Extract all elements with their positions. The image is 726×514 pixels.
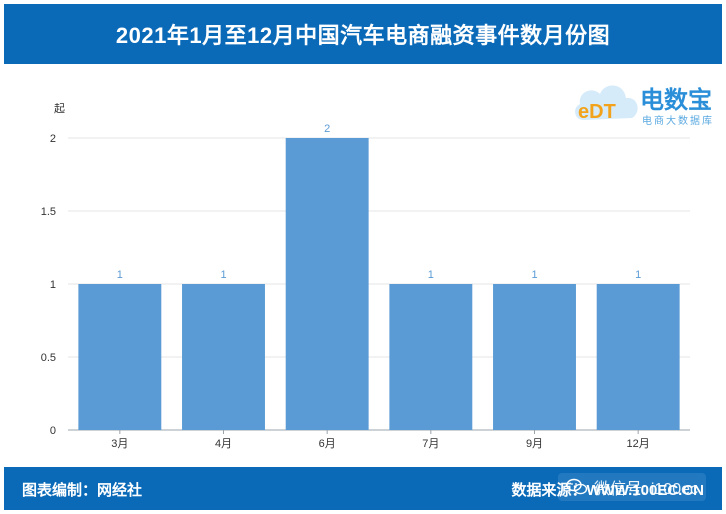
wechat-watermark: 微信号: i100ec (557, 473, 706, 501)
logo-brand: 电数宝 (640, 87, 712, 114)
y-tick-label: 2 (50, 133, 56, 145)
chart-frame: 2021年1月至12月中国汽车电商融资事件数月份图 eDT 电数宝 电商大数据库… (4, 4, 722, 510)
y-tick-label: 1.5 (41, 206, 56, 218)
data-label: 1 (531, 269, 537, 281)
chart-footer: 图表编制：网经社 数据来源：WWW.100EC.CN 微信号: i100ec (4, 467, 722, 510)
logo-subtitle: 电商大数据库 (642, 116, 714, 127)
bar (182, 284, 265, 430)
wechat-icon (566, 478, 588, 495)
data-source: 数据来源：WWW.100EC.CN (511, 482, 704, 499)
x-tick-label: 4月 (215, 438, 232, 450)
y-tick-label: 0 (50, 425, 56, 437)
data-label: 1 (117, 269, 123, 281)
bar (78, 284, 162, 430)
bar (596, 284, 680, 430)
y-axis-unit: 起 (54, 103, 65, 115)
x-tick-label: 12月 (627, 438, 650, 450)
logo-mark: eDT (578, 101, 616, 123)
x-tick-label: 7月 (422, 438, 439, 450)
logo: eDT 电数宝 电商大数据库 (570, 74, 718, 134)
chart-credit: 图表编制：网经社 (22, 482, 143, 499)
y-tick-label: 0.5 (41, 352, 56, 364)
page-title: 2021年1月至12月中国汽车电商融资事件数月份图 (115, 23, 611, 48)
data-label: 2 (324, 123, 330, 135)
wechat-id: 微信号: i100ec (593, 481, 698, 498)
bar-chart: 0 0.5 1 1.5 2 1 3月 1 4月 2 6月 1 7月 1 9月 1 12月 (41, 123, 690, 450)
x-tick-label: 3月 (111, 438, 128, 450)
cloud-logo-icon: eDT (575, 85, 638, 123)
bar (285, 138, 369, 430)
bar (389, 284, 473, 430)
bar (493, 284, 576, 430)
data-label: 1 (220, 269, 226, 281)
data-label: 1 (635, 269, 641, 281)
data-label: 1 (428, 269, 434, 281)
chart-title-bar: 2021年1月至12月中国汽车电商融资事件数月份图 (4, 4, 722, 64)
x-tick-label: 6月 (319, 438, 336, 450)
y-tick-label: 1 (50, 279, 56, 291)
x-tick-label: 9月 (526, 438, 543, 450)
